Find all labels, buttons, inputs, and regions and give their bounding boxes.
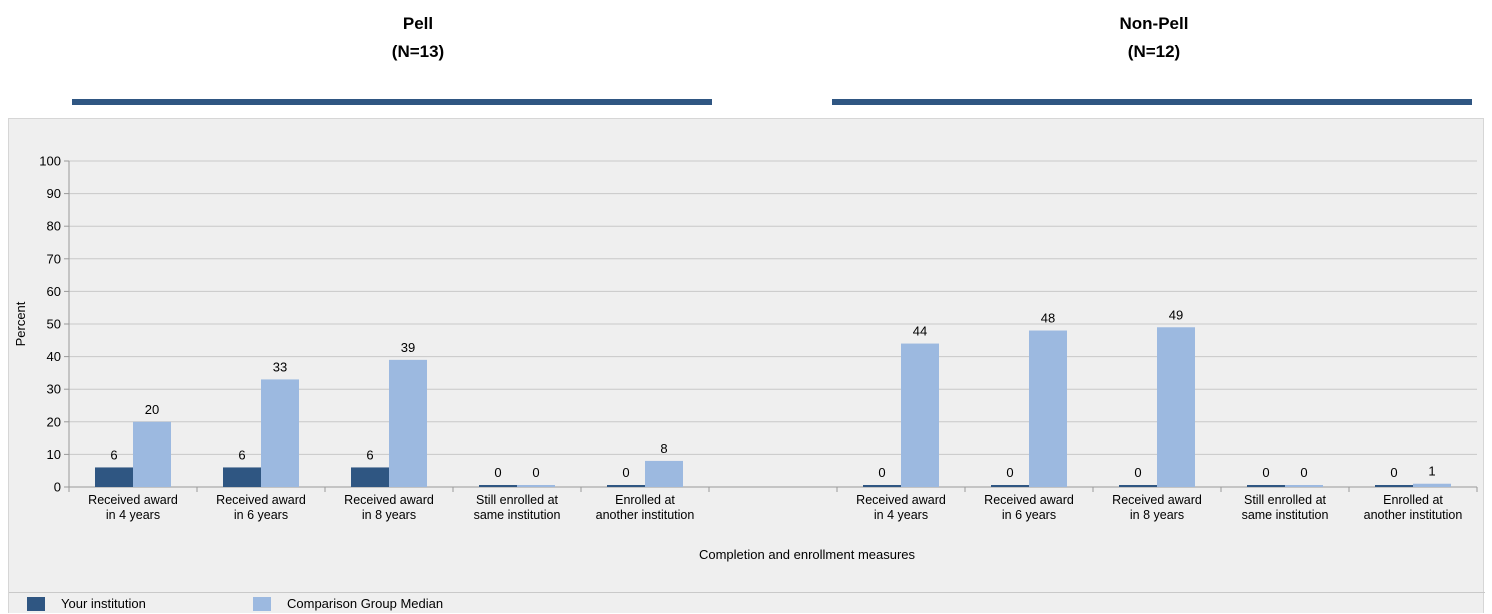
bar — [261, 379, 299, 487]
bar — [863, 485, 901, 487]
x-tick-label: same institution — [1242, 508, 1329, 522]
legend-item-your-institution: Your institution — [27, 596, 146, 611]
bar — [1119, 485, 1157, 487]
y-tick-label: 10 — [47, 447, 61, 462]
data-label: 6 — [110, 447, 117, 462]
y-tick-label: 100 — [39, 154, 61, 169]
data-label: 39 — [401, 340, 415, 355]
bar — [991, 485, 1029, 487]
bar — [1375, 485, 1413, 487]
y-tick-label: 60 — [47, 284, 61, 299]
bar — [607, 485, 645, 487]
x-tick-label: same institution — [474, 508, 561, 522]
y-tick-label: 0 — [54, 480, 61, 495]
data-label: 0 — [1262, 465, 1269, 480]
data-label: 44 — [913, 324, 927, 339]
y-tick-label: 30 — [47, 382, 61, 397]
group-title-non-pell: Non-Pell (N=12) — [954, 10, 1354, 66]
legend: Your institution Comparison Group Median — [9, 592, 1485, 614]
chart-panel: 0 10 20 30 40 50 60 70 80 90 100 Percent Received aw… — [8, 118, 1485, 614]
data-label: 0 — [878, 465, 885, 480]
x-tick-label: Received award — [88, 493, 178, 507]
legend-swatch-comparison-median — [253, 596, 271, 611]
data-label: 20 — [145, 402, 159, 417]
x-tick-label: another institution — [596, 508, 695, 522]
legend-item-comparison-median: Comparison Group Median — [253, 596, 443, 611]
data-label: 49 — [1169, 307, 1183, 322]
data-label: 48 — [1041, 311, 1055, 326]
x-tick-label: in 4 years — [106, 508, 160, 522]
y-tick-label: 70 — [47, 251, 61, 266]
data-label: 8 — [660, 441, 667, 456]
x-tick-label: Received award — [216, 493, 306, 507]
group-name: Non-Pell — [1119, 14, 1189, 33]
x-tick-label: in 4 years — [874, 508, 928, 522]
bar — [389, 359, 427, 487]
x-tick-label: Received award — [1112, 493, 1202, 507]
bar — [133, 421, 171, 487]
bar — [1157, 327, 1195, 487]
y-axis-label: Percent — [13, 301, 28, 346]
data-label: 1 — [1428, 464, 1435, 479]
legend-label: Your institution — [61, 596, 146, 611]
x-tick-label: Enrolled at — [615, 493, 675, 507]
bar — [1029, 330, 1067, 487]
data-label: 0 — [1300, 465, 1307, 480]
group-title-pell: Pell (N=13) — [218, 10, 618, 66]
x-tick-label: Received award — [344, 493, 434, 507]
legend-swatch-your-institution — [27, 596, 45, 611]
group-rule-pell — [72, 99, 712, 105]
x-tick-label: Received award — [984, 493, 1074, 507]
x-tick-label: in 8 years — [1130, 508, 1184, 522]
group-n: (N=12) — [1127, 42, 1181, 61]
group-name: Pell — [402, 14, 434, 33]
x-tick-label: Still enrolled at — [1244, 493, 1327, 507]
x-tick-label: Enrolled at — [1383, 493, 1443, 507]
x-tick-label: in 8 years — [362, 508, 416, 522]
data-label: 0 — [622, 465, 629, 480]
x-tick-label: Received award — [856, 493, 946, 507]
bar — [95, 467, 133, 487]
data-label: 0 — [532, 465, 539, 480]
bar — [1247, 485, 1285, 487]
x-tick-label: another institution — [1364, 508, 1463, 522]
group-rule-non-pell — [832, 99, 1472, 105]
bar — [223, 467, 261, 487]
data-label: 0 — [1134, 465, 1141, 480]
data-label: 6 — [366, 447, 373, 462]
legend-label: Comparison Group Median — [287, 596, 444, 611]
data-label: 33 — [273, 359, 287, 374]
bar — [1285, 485, 1323, 487]
bar — [479, 485, 517, 487]
data-label: 0 — [1390, 465, 1397, 480]
data-label: 0 — [1006, 465, 1013, 480]
bar — [351, 467, 389, 487]
bar — [901, 343, 939, 487]
x-tick-label: in 6 years — [234, 508, 288, 522]
group-n: (N=13) — [391, 42, 445, 61]
x-tick-label: Still enrolled at — [476, 493, 559, 507]
y-tick-label: 40 — [47, 349, 61, 364]
y-tick-label: 50 — [47, 317, 61, 332]
x-axis-label: Completion and enrollment measures — [699, 547, 916, 562]
data-label: 0 — [494, 465, 501, 480]
bar — [645, 460, 683, 487]
y-tick-label: 80 — [47, 219, 61, 234]
data-label: 6 — [238, 447, 245, 462]
y-tick-label: 90 — [47, 186, 61, 201]
bar — [1413, 483, 1451, 487]
x-tick-label: in 6 years — [1002, 508, 1056, 522]
y-tick-label: 20 — [47, 414, 61, 429]
bar — [517, 485, 555, 487]
